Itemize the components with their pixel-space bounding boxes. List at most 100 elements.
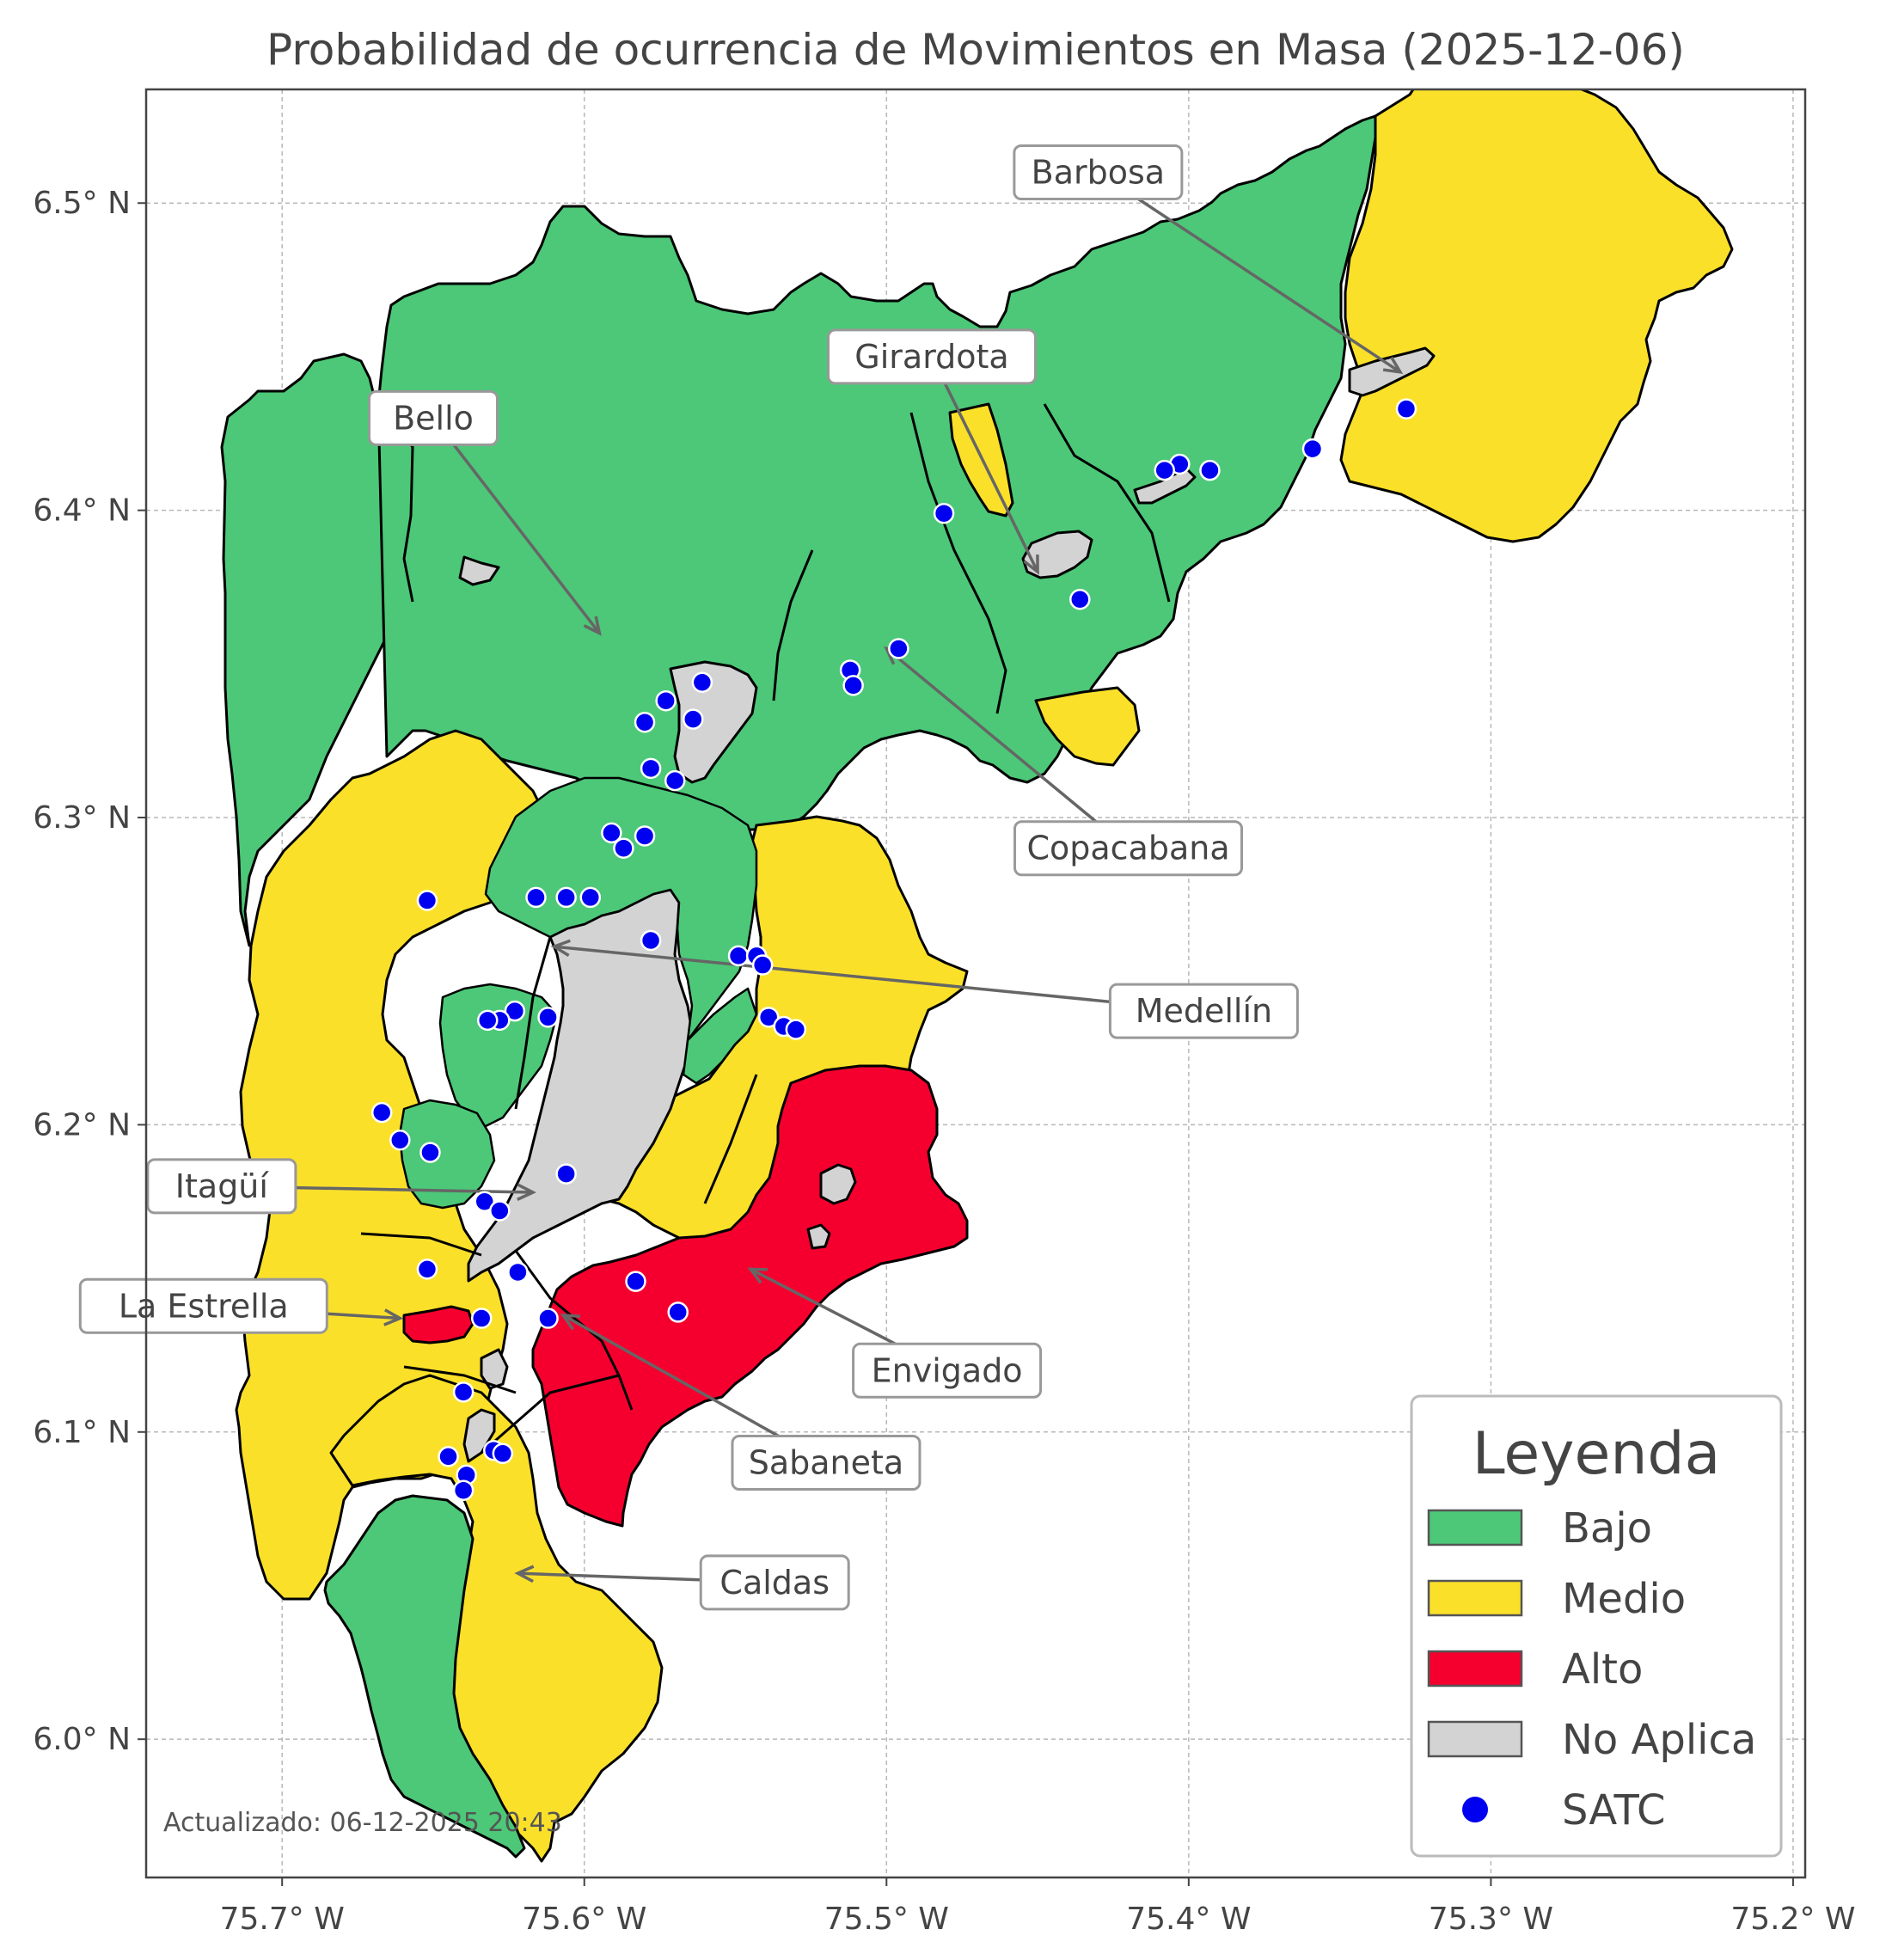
callout-label: Barbosa	[1032, 153, 1165, 191]
y-tick-label: 6.0° N	[33, 1722, 131, 1757]
satc-point	[416, 1259, 438, 1280]
legend-label: No Aplica	[1562, 1716, 1756, 1764]
legend: Leyenda Bajo Medio Alto No Aplica SATC	[1410, 1394, 1783, 1858]
satc-point	[1301, 438, 1324, 460]
callout-arrowhead	[1382, 356, 1404, 375]
region-noaplica-envigado2	[806, 1223, 831, 1250]
satc-point	[537, 1308, 559, 1329]
satc-point	[470, 1308, 493, 1329]
callout-sabaneta: Sabaneta	[560, 1314, 922, 1491]
callout-arrowhead	[583, 616, 602, 636]
satc-point	[640, 929, 662, 952]
satc-point	[640, 757, 662, 780]
callout-box	[1108, 983, 1299, 1039]
callout-label: Sabaneta	[749, 1444, 903, 1482]
callout-box	[146, 1158, 297, 1215]
y-tick-label: 6.3° N	[33, 800, 131, 836]
plot-frame	[144, 88, 1807, 1879]
region-bajo-itagui	[398, 1099, 496, 1210]
satc-point	[634, 711, 656, 733]
callout-arrowhead	[747, 1267, 768, 1284]
satc-point	[416, 890, 438, 911]
boundary-girardota-barbosa	[1043, 403, 1171, 603]
satc-point	[555, 886, 577, 909]
satc-point	[438, 1446, 459, 1467]
boundary-medellin-west	[514, 936, 552, 1110]
satc-point	[664, 769, 686, 792]
satc-point	[419, 1142, 441, 1163]
region-noaplica-bello	[669, 660, 758, 784]
y-tick-label: 6.4° N	[33, 493, 131, 529]
region-alto-west-patch	[402, 1305, 475, 1344]
satc-point	[888, 638, 909, 659]
axis-ticks: 75.7° W 75.6° W 75.5° W 75.4° W 75.3° W 75.2°…	[33, 186, 1855, 1937]
callout-label: La Estrella	[119, 1287, 289, 1325]
legend-title: Leyenda	[1473, 1420, 1721, 1488]
boundary-itagui-laestrella	[360, 1232, 482, 1257]
callout-itag-: Itagüí	[146, 1158, 537, 1215]
boundary-medellin-envigado	[703, 1074, 758, 1204]
satc-point	[1154, 459, 1175, 481]
satc-point	[525, 886, 547, 909]
x-tick-label: 75.4° W	[1126, 1902, 1251, 1937]
satc-point	[613, 837, 634, 859]
legend-label: SATC	[1562, 1786, 1666, 1834]
x-tick-label: 75.2° W	[1730, 1902, 1855, 1937]
y-tick-label: 6.5° N	[33, 186, 131, 221]
legend-swatch	[1427, 1720, 1523, 1758]
region-bajo-urban-east	[682, 987, 758, 1085]
y-tick-label: 6.2° N	[33, 1107, 131, 1142]
callout-caldas: Caldas	[514, 1554, 850, 1611]
satc-point	[634, 825, 656, 847]
legend-label: Alto	[1562, 1645, 1643, 1694]
satc-point	[691, 671, 713, 694]
satc-point	[1199, 459, 1221, 481]
satc-point	[1069, 589, 1091, 610]
legend-swatch	[1427, 1650, 1523, 1687]
legend-swatch	[1427, 1509, 1523, 1547]
x-tick-label: 75.3° W	[1429, 1902, 1553, 1937]
satc-point	[504, 1000, 526, 1022]
callout-arrowhead	[383, 1308, 404, 1326]
callout-box	[827, 328, 1038, 385]
legend-swatch	[1427, 1579, 1523, 1617]
satc-point	[555, 1163, 577, 1185]
boundary-copacabana-girardota	[909, 412, 1007, 714]
boundary-laestrella-sabaneta	[403, 1365, 517, 1394]
satc-point	[751, 954, 774, 976]
updated-timestamp: Actualizado: 06-12-2025 20:43	[163, 1808, 562, 1838]
satc-point	[537, 1007, 559, 1028]
region-alto-south	[531, 1064, 969, 1528]
callout-bello: Bello	[367, 389, 602, 636]
callout-arrow	[1097, 171, 1401, 374]
callout-arrow	[554, 945, 1204, 1013]
x-tick-label: 75.6° W	[522, 1902, 646, 1937]
callout-box	[699, 1554, 850, 1611]
legend-label: Bajo	[1562, 1504, 1652, 1553]
satc-point	[1395, 398, 1417, 420]
callout-arrowhead	[517, 1183, 537, 1201]
region-medio-se-patch	[1034, 686, 1141, 767]
satc-point	[507, 1261, 529, 1283]
region-bajo-urban-north	[484, 776, 758, 1042]
callout-arrowhead	[1023, 554, 1039, 575]
callout-box	[731, 1435, 922, 1491]
callout-box	[367, 389, 499, 446]
municipality-callouts: Barbosa Girardota Bello Copacabana Medellín I…	[78, 144, 1404, 1611]
satc-point	[476, 1009, 499, 1032]
satc-point	[579, 886, 602, 909]
callout-label: Medellín	[1136, 992, 1272, 1030]
callout-label: Envigado	[872, 1351, 1023, 1389]
callout-label: Girardota	[854, 338, 1008, 376]
callout-arrow	[885, 647, 1130, 850]
callout-girardota: Girardota	[827, 328, 1039, 575]
satc-point	[655, 689, 677, 712]
legend-marker	[1462, 1797, 1488, 1822]
callout-arrowhead	[550, 939, 571, 958]
callout-box	[1013, 820, 1244, 877]
callout-medell-n: Medellín	[550, 939, 1299, 1039]
region-layer	[220, 89, 1734, 1863]
callout-label: Bello	[393, 399, 474, 437]
satc-point	[842, 675, 864, 696]
